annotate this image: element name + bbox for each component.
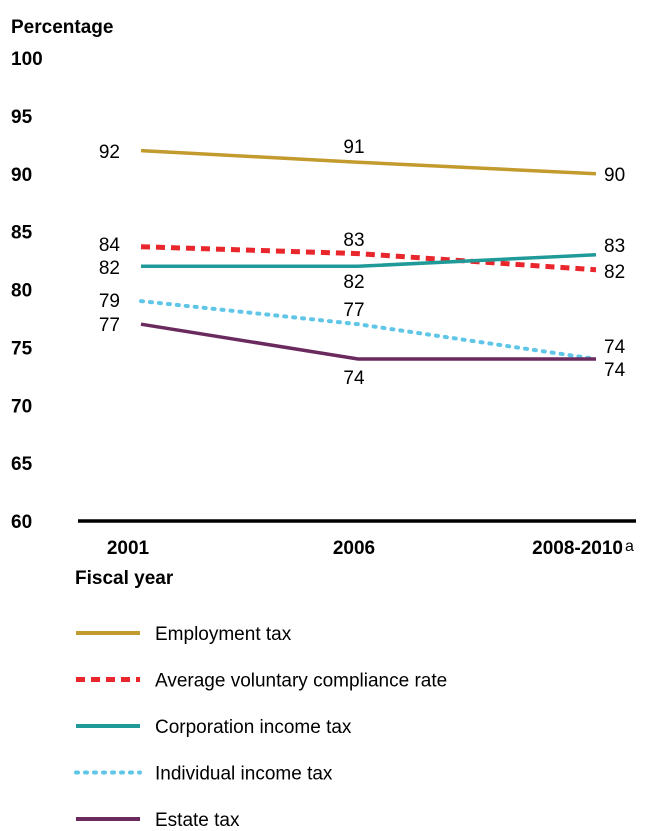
y-tick-label: 100 (11, 49, 43, 70)
data-label: 90 (604, 165, 625, 186)
y-axis-title: Percentage (11, 17, 113, 38)
data-label: 84 (99, 235, 121, 256)
legend-label: Individual income tax (155, 764, 333, 785)
data-label: 82 (343, 272, 364, 293)
y-tick-label: 85 (11, 223, 33, 244)
data-label: 83 (604, 236, 625, 257)
y-axis-ticks: 60 65 70 75 80 85 90 95 100 (11, 49, 43, 533)
y-tick-label: 90 (11, 165, 32, 186)
x-tick-label: 2008-2010 (532, 538, 623, 559)
legend-label: Average voluntary compliance rate (155, 671, 447, 692)
series-lines (139, 148, 598, 361)
data-label: 82 (604, 262, 625, 283)
x-axis-title: Fiscal year (75, 568, 174, 589)
series-line (140, 322, 596, 361)
x-tick-label: 2006 (333, 538, 375, 559)
data-label: 83 (343, 230, 364, 251)
data-label: 92 (99, 142, 120, 163)
data-label: 74 (604, 337, 626, 358)
y-tick-label: 70 (11, 396, 32, 417)
y-tick-label: 95 (11, 107, 33, 128)
legend-label: Corporation income tax (155, 717, 352, 738)
y-tick-label: 60 (11, 512, 32, 533)
data-label: 74 (343, 368, 365, 389)
series-line (140, 148, 597, 176)
series-line (140, 244, 597, 273)
x-tick-footnote: a (625, 538, 634, 555)
y-tick-label: 80 (11, 281, 32, 302)
y-tick-label: 75 (11, 338, 33, 359)
data-label: 79 (99, 291, 120, 312)
data-label: 91 (343, 137, 364, 158)
data-label: 74 (604, 360, 626, 381)
x-axis-ticks: 2001 2006 2008-2010 a (107, 538, 634, 559)
series-line (139, 299, 598, 361)
legend-label: Estate tax (155, 810, 240, 831)
series-line (141, 253, 597, 269)
legend: Employment tax Average voluntary complian… (74, 624, 447, 831)
x-tick-label: 2001 (107, 538, 150, 559)
legend-label: Employment tax (155, 624, 292, 645)
data-label: 77 (99, 315, 120, 336)
data-label: 82 (99, 258, 120, 279)
data-label: 77 (343, 300, 364, 321)
y-tick-label: 65 (11, 454, 33, 475)
